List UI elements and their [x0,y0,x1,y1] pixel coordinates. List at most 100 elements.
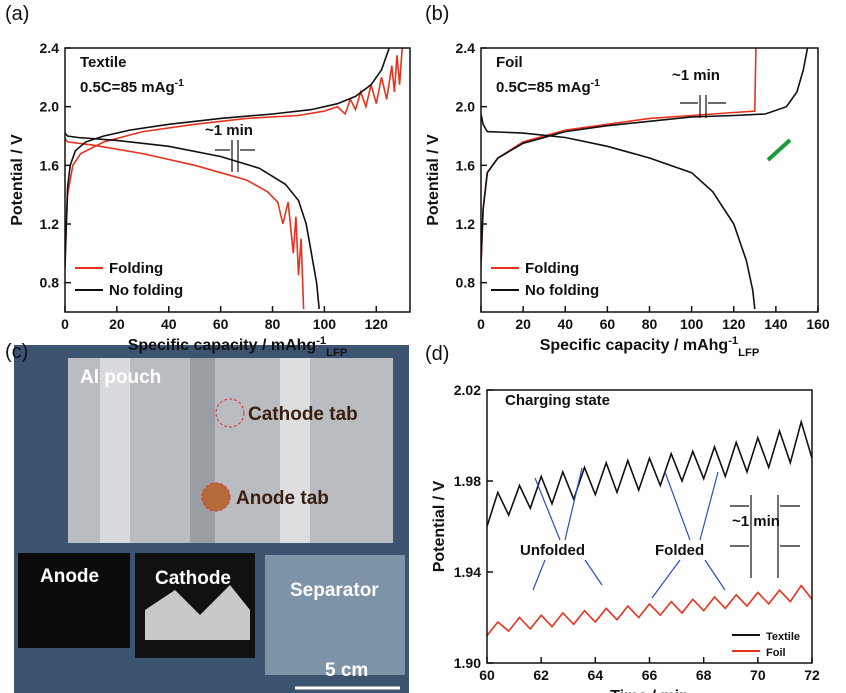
photo-label: Separator [290,580,379,601]
y-axis-label: Potential / V [9,134,26,226]
x-axis-label-main: Specific capacity / mAhg [540,337,729,354]
x-axis-label-sub: LFP [326,347,348,359]
x-tick-label: 60 [600,316,616,332]
photo-label: Anode [40,566,99,587]
x-tick-label: 70 [750,667,766,683]
x-axis-label-sub: LFP [738,347,760,359]
photo-label: 5 cm [325,660,368,681]
arrow [535,478,560,540]
photo-label: Al pouch [80,367,161,388]
x-axis-label: Specific capacity / mAhg-1LFP [540,335,760,359]
x-tick-label: 120 [365,316,389,332]
data-line [487,586,812,636]
annotation: 0.5C=85 mAg-1 [80,77,184,96]
annotation-main: 0.5C=85 mAg [80,79,175,96]
x-tick-label: 0 [61,316,69,332]
photo-label: Anode tab [236,488,329,509]
x-tick-label: 80 [642,316,658,332]
y-tick-label: 2.02 [454,382,481,398]
x-axis-label-main: Specific capacity / mAhg [128,337,317,354]
annotation-main: Unfolded [520,542,585,559]
annotation: ~1 min [732,513,780,530]
y-tick-label: 2.0 [456,99,476,115]
fold [280,358,310,543]
x-tick-label: 100 [680,316,704,332]
annotation-main: ~1 min [205,122,253,139]
x-tick-label: 100 [313,316,337,332]
x-tick-label: 80 [265,316,281,332]
photo-label: Cathode tab [248,404,358,425]
separator-sheet [265,555,405,675]
y-tick-label: 0.8 [456,275,476,291]
photo-panel [14,345,409,693]
annotation: ~1 min [672,67,720,84]
annotation-main: 0.5C=85 mAg [496,79,591,96]
arrow [565,468,582,540]
x-tick-label: 40 [557,316,573,332]
arrow [705,560,725,590]
fold [190,358,215,543]
photo-label: Cathode [155,568,231,589]
annotation: Folded [655,542,704,559]
legend-label: No folding [109,282,183,299]
y-tick-label: 2.0 [40,99,60,115]
legend-label: No folding [525,282,599,299]
annotation-main: Textile [80,54,126,71]
x-tick-label: 64 [588,667,604,683]
x-tick-label: 140 [764,316,788,332]
legend-label: Foil [766,647,786,659]
x-tick-label: 60 [213,316,229,332]
arrow [700,472,718,540]
panel-label: (a) [5,3,29,25]
annotation-main: ~1 min [672,67,720,84]
tab-marker [202,483,230,511]
y-tick-label: 1.98 [454,473,481,489]
panel-label: (c) [5,341,28,363]
annotation-sup: -1 [175,77,184,89]
arrow [533,560,545,590]
legend-label: Folding [525,260,579,277]
x-tick-label: 72 [804,667,820,683]
x-tick-label: 66 [642,667,658,683]
y-tick-label: 2.4 [40,40,60,56]
y-tick-label: 1.6 [40,157,60,173]
arrow [665,472,690,540]
x-tick-label: 62 [533,667,549,683]
x-tick-label: 68 [696,667,712,683]
arrow [652,560,680,598]
y-tick-label: 1.2 [40,216,60,232]
annotation: Foil [496,54,523,71]
x-axis-label-sup: -1 [728,335,738,347]
x-tick-label: 0 [477,316,485,332]
y-tick-label: 1.2 [456,216,476,232]
legend-label: Textile [766,631,800,643]
annotation-main: Folded [655,542,704,559]
x-tick-label: 160 [806,316,830,332]
arrow [585,560,602,585]
annotation: 0.5C=85 mAg-1 [496,77,600,96]
panel-label: (b) [425,3,449,25]
data-line [487,422,812,527]
annotation-sup: -1 [591,77,600,89]
x-tick-label: 60 [479,667,495,683]
x-axis-label-sup: -1 [316,335,326,347]
annotation: ~1 min [205,122,253,139]
panel-label: (d) [425,343,449,365]
x-axis-label: Time / min [610,688,689,693]
annotation-main: Charging state [505,392,610,409]
annotation: Charging state [505,392,610,409]
x-tick-label: 40 [161,316,177,332]
annotation-main: Foil [496,54,523,71]
arrow [768,140,790,160]
x-tick-label: 20 [109,316,125,332]
y-tick-label: 1.94 [454,564,481,580]
x-tick-label: 20 [515,316,531,332]
y-tick-label: 0.8 [40,275,60,291]
annotation: Unfolded [520,542,585,559]
y-axis-label: Potential / V [425,134,442,226]
x-tick-label: 120 [722,316,746,332]
legend-label: Folding [109,260,163,277]
y-axis-label: Potential / V [431,480,448,572]
figure: (a) 0 20 40 60 80 100 120 0.8 1.2 1.6 2.0 2.4 Folding… [0,0,846,693]
x-axis-label-main: Time / min [610,688,689,693]
